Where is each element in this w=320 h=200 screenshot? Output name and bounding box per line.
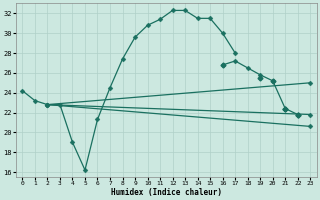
X-axis label: Humidex (Indice chaleur): Humidex (Indice chaleur) (111, 188, 222, 197)
